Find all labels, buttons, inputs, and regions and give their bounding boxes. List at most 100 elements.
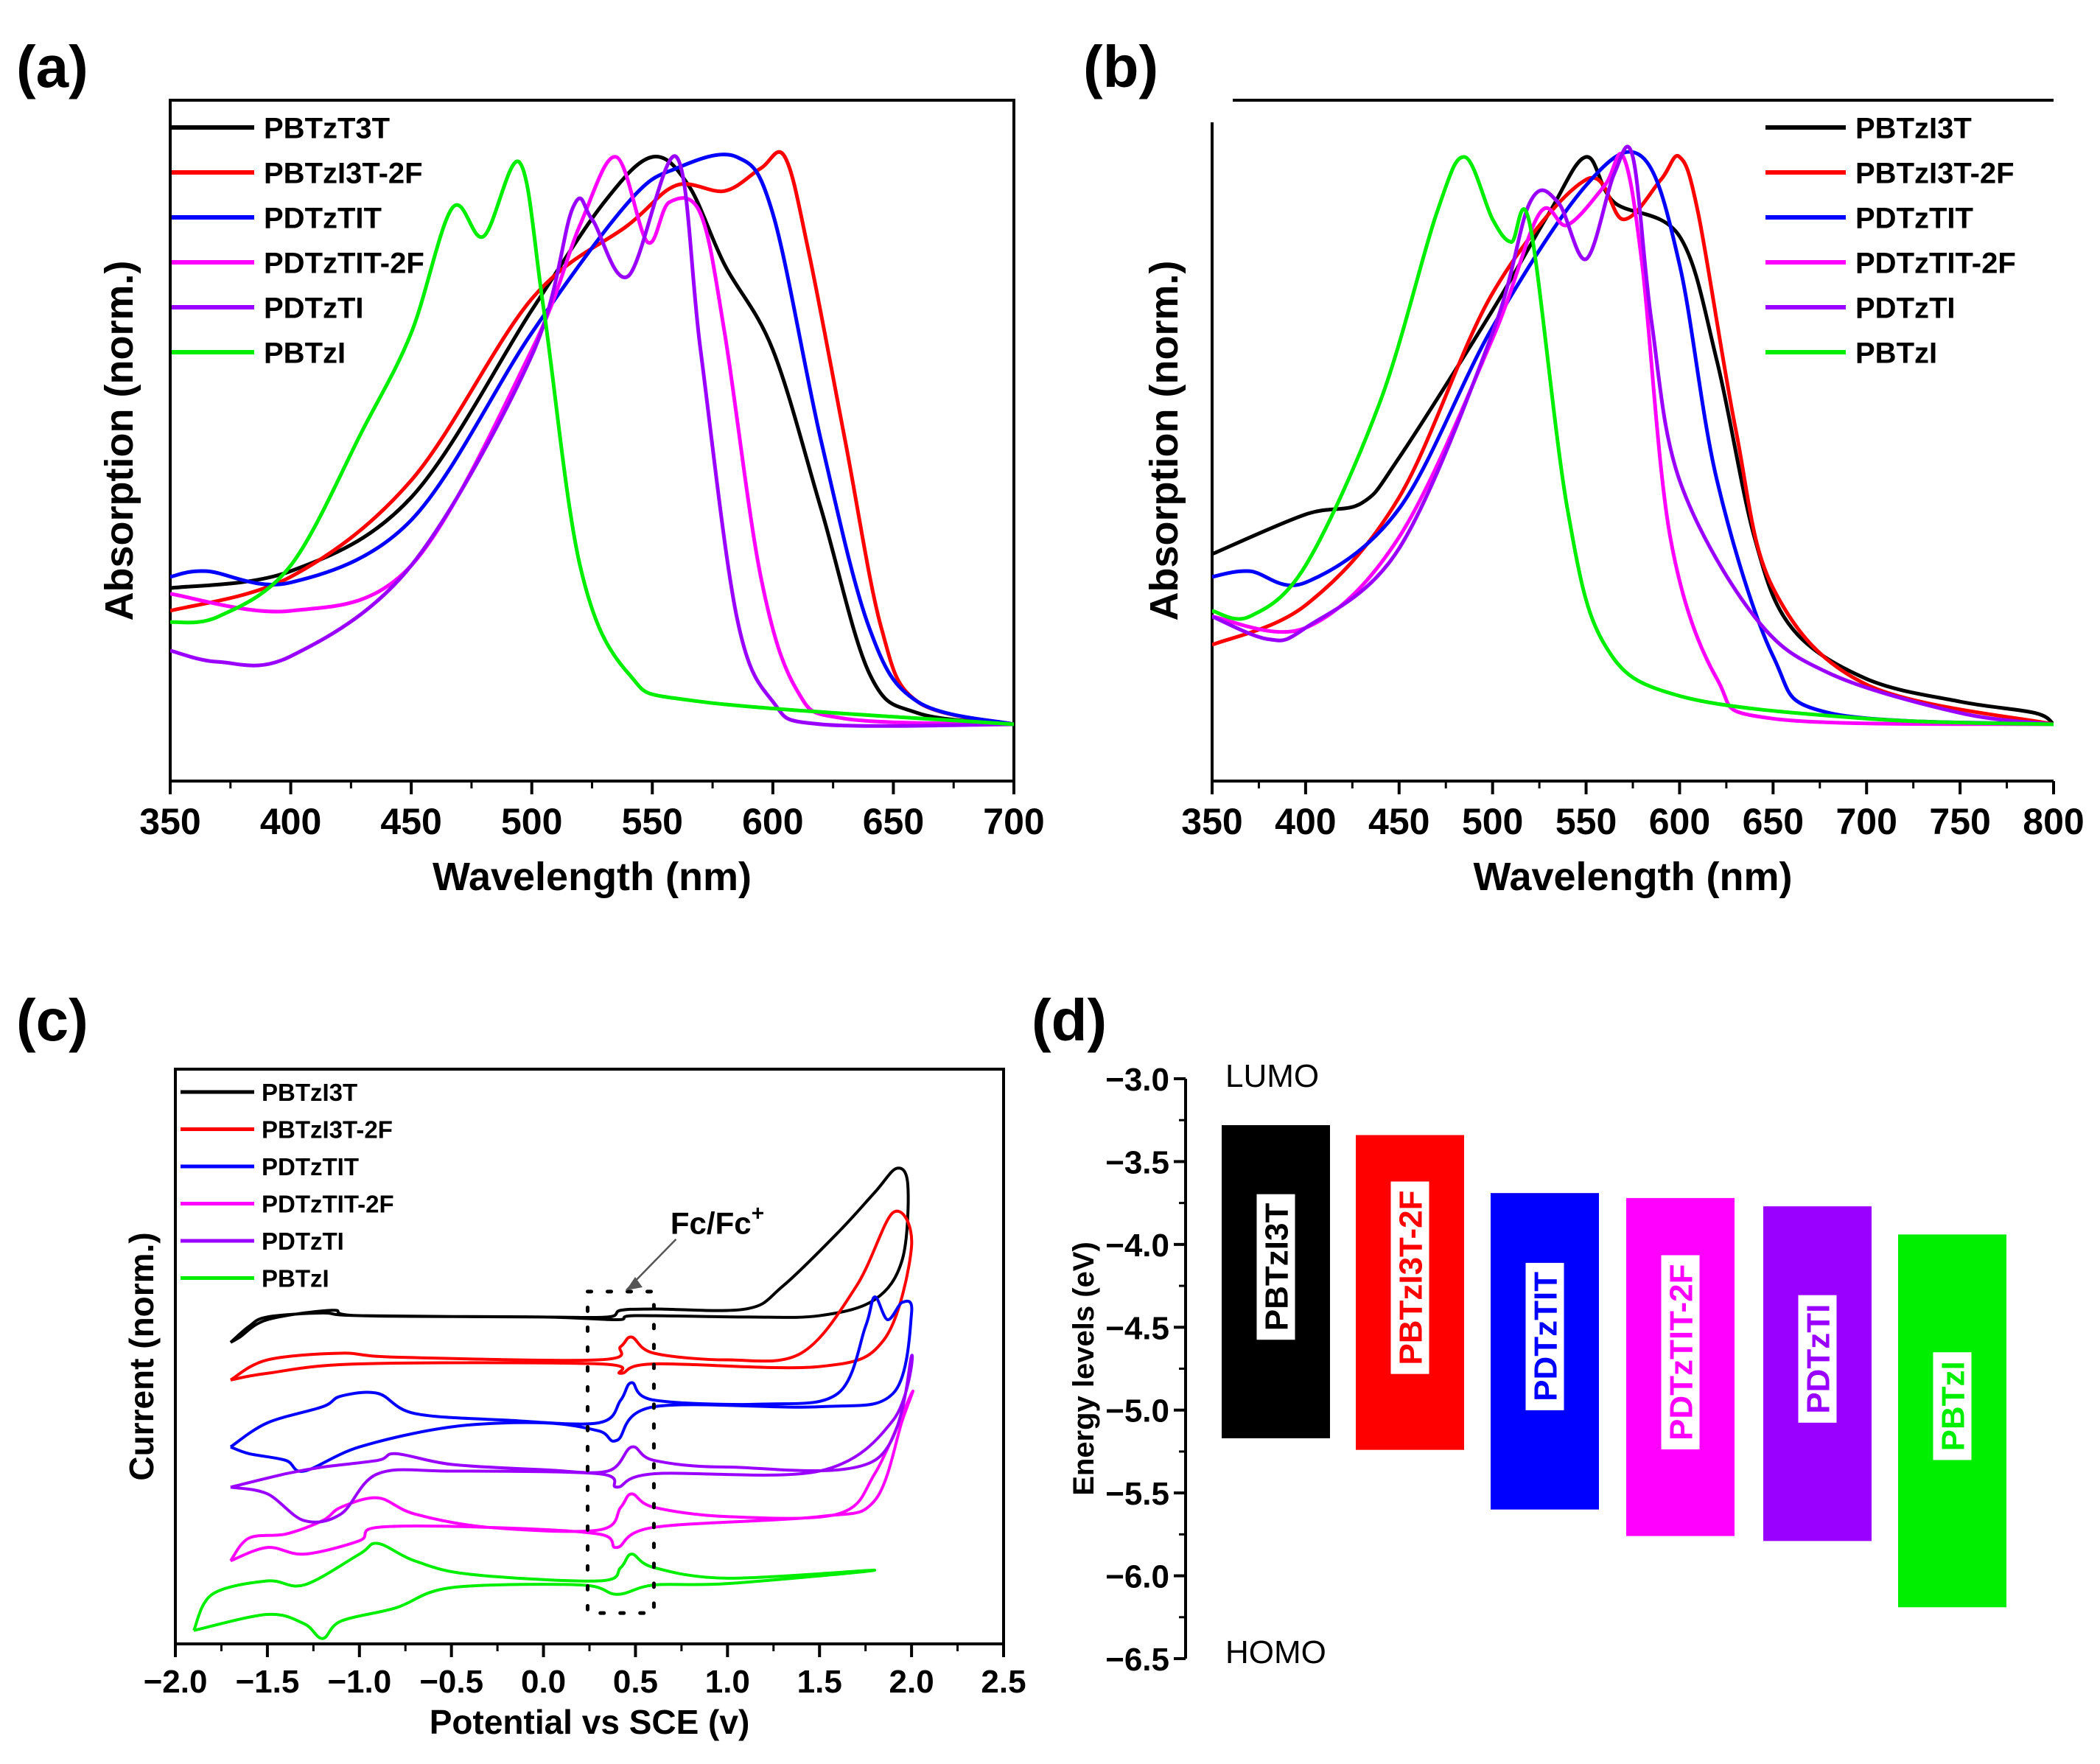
series-line-pbtzi3t-2f <box>1212 154 2054 727</box>
bar-label-box <box>1390 1181 1429 1374</box>
y-tick-label: −3.5 <box>1105 1144 1169 1180</box>
x-tick-label: 350 <box>139 801 200 842</box>
legend-label: PDTzTIT-2F <box>264 247 424 279</box>
legend-label: PDTzTI <box>264 292 364 324</box>
x-tick-label: 0.0 <box>521 1664 566 1700</box>
x-tick-label: 2.0 <box>889 1664 934 1700</box>
panel-label: (b) <box>1083 34 1158 99</box>
x-tick-label: −1.5 <box>235 1664 299 1700</box>
y-axis-title: Current (norm.) <box>122 1232 161 1480</box>
bar-label-box <box>1933 1352 1972 1460</box>
series-line-pbtzt3t <box>170 155 1014 727</box>
series-line-pdtzti <box>1212 144 2054 727</box>
legend-label: PDTzTI <box>262 1228 344 1255</box>
panel-label: (a) <box>16 34 88 99</box>
series-line-pbtzi <box>192 1541 877 1640</box>
y-tick-label: −5.0 <box>1105 1393 1169 1429</box>
x-tick-label: 450 <box>1368 801 1429 842</box>
fc-dotted-box <box>586 1289 656 1615</box>
x-tick-label: 550 <box>622 801 683 842</box>
x-axis-title: Wavelength (nm) <box>1473 855 1792 899</box>
bar-label: PBTzI3T-2F <box>1393 1190 1429 1365</box>
series-line-pbtzi <box>170 159 1014 727</box>
panel-d: (d) −3.0 −3.5 −4.0 −4.5 −5.0 −5.5 −6.0 −6.5 Energ… <box>1032 987 2006 1678</box>
bar-label-box <box>1525 1262 1564 1410</box>
x-tick-label: −0.5 <box>419 1664 483 1700</box>
x-tick-label: 650 <box>863 801 924 842</box>
panel-label: (d) <box>1032 987 1107 1053</box>
x-tick-label: 2.5 <box>981 1664 1026 1700</box>
series-line-pdtztit-2f <box>170 155 1014 727</box>
legend-label: PDTzTIT <box>262 1153 359 1180</box>
legend-label: PDTzTI <box>1855 292 1956 324</box>
x-tick-label: 0.5 <box>613 1664 658 1700</box>
x-tick-label: 450 <box>380 801 441 842</box>
x-tick-label: −1.0 <box>327 1664 391 1700</box>
y-tick-label: −6.0 <box>1105 1559 1169 1595</box>
series-line-pdtztit <box>1212 150 2054 727</box>
x-axis-title: Potential vs SCE (v) <box>430 1703 750 1741</box>
x-tick-label: 550 <box>1555 801 1617 842</box>
series-line-pbtzi <box>1212 155 2054 727</box>
fc-annotation-superscript: + <box>752 1202 765 1226</box>
x-tick-label: 800 <box>2023 801 2084 842</box>
panel-a: (a) 350 400 450 500 550 600 650 700 Wavelength (n… <box>16 34 1045 899</box>
bar-label-box <box>1661 1255 1700 1450</box>
legend-label: PBTzI3T <box>1855 112 1972 144</box>
bar-label: PDTzTIT <box>1528 1272 1564 1401</box>
series-line-pbtzi3t <box>229 1166 910 1344</box>
bar-label-box <box>1798 1295 1837 1423</box>
series-line-pbtzi3t <box>1212 155 2054 727</box>
x-tick-label: 750 <box>1929 801 1990 842</box>
bar-label: PBTzI <box>1936 1361 1972 1451</box>
legend-label: PBTzI3T-2F <box>1855 157 2015 189</box>
y-tick-label: −5.5 <box>1105 1476 1169 1512</box>
x-tick-label: 400 <box>260 801 321 842</box>
arrow-head-icon <box>626 1277 643 1290</box>
bar-label: PDTzTI <box>1801 1304 1837 1414</box>
x-tick-label: 1.0 <box>705 1664 750 1700</box>
x-tick-label: 500 <box>501 801 562 842</box>
fc-annotation: Fc/Fc+ <box>671 1202 764 1241</box>
bar-label: PBTzI3T <box>1259 1203 1295 1331</box>
lumo-label: LUMO <box>1225 1058 1319 1094</box>
panel-c: (c) −2.0 −1.5 −1.0 −0.5 0.0 0.5 1.0 1.5 2.0 2.5 Pot… <box>16 987 1026 1741</box>
x-tick-label: −2.0 <box>144 1664 208 1700</box>
series-line-pdtztit <box>170 153 1014 727</box>
x-tick-label: 600 <box>742 801 803 842</box>
legend-label: PDTzTIT <box>1855 202 1973 234</box>
x-tick-label: 500 <box>1462 801 1523 842</box>
series-line-pdtzti <box>230 1354 914 1524</box>
panel-label: (c) <box>16 987 88 1053</box>
y-axis-title: Energy levels (eV) <box>1068 1242 1100 1496</box>
bar-label: PDTzTIT-2F <box>1664 1264 1700 1441</box>
x-tick-label: 350 <box>1181 801 1242 842</box>
x-tick-label: 650 <box>1743 801 1804 842</box>
legend-label: PBTzI3T-2F <box>264 157 423 189</box>
y-axis-title: Absorption (norm.) <box>1142 261 1186 621</box>
series-line-pdtztit-2f <box>229 1389 915 1563</box>
legend-label: PDTzTIT <box>264 202 382 234</box>
y-axis-title: Absorption (norm.) <box>97 261 141 621</box>
series-line-pbtzi3t-2f <box>229 1209 914 1382</box>
x-tick-label: 700 <box>983 801 1044 842</box>
y-tick-label: −6.5 <box>1105 1642 1169 1678</box>
x-tick-label: 400 <box>1275 801 1336 842</box>
legend-label: PBTzI3T <box>262 1079 357 1106</box>
fc-annotation-text: Fc/Fc <box>671 1206 752 1241</box>
legend-label: PBTzI <box>262 1264 329 1292</box>
legend-label: PBTzT3T <box>264 112 390 144</box>
legend-label: PDTzTIT-2F <box>1855 247 2016 279</box>
y-tick-label: −4.5 <box>1105 1310 1169 1346</box>
legend-label: PBTzI <box>1855 337 1937 369</box>
bar-label-box <box>1256 1194 1295 1340</box>
x-tick-label: 600 <box>1649 801 1710 842</box>
legend-label: PBTzI <box>264 337 346 369</box>
series-line-pdtztit <box>229 1295 914 1473</box>
y-tick-label: −3.0 <box>1105 1062 1169 1098</box>
legend-label: PBTzI3T-2F <box>262 1116 393 1143</box>
series-line-pbtzi3t-2f <box>170 150 1014 727</box>
panel-b: (b) 350 400 450 500 550 600 650 700 750 800 Wavelen… <box>1083 34 2085 899</box>
series-line-pdtztit-2f <box>1212 152 2054 727</box>
